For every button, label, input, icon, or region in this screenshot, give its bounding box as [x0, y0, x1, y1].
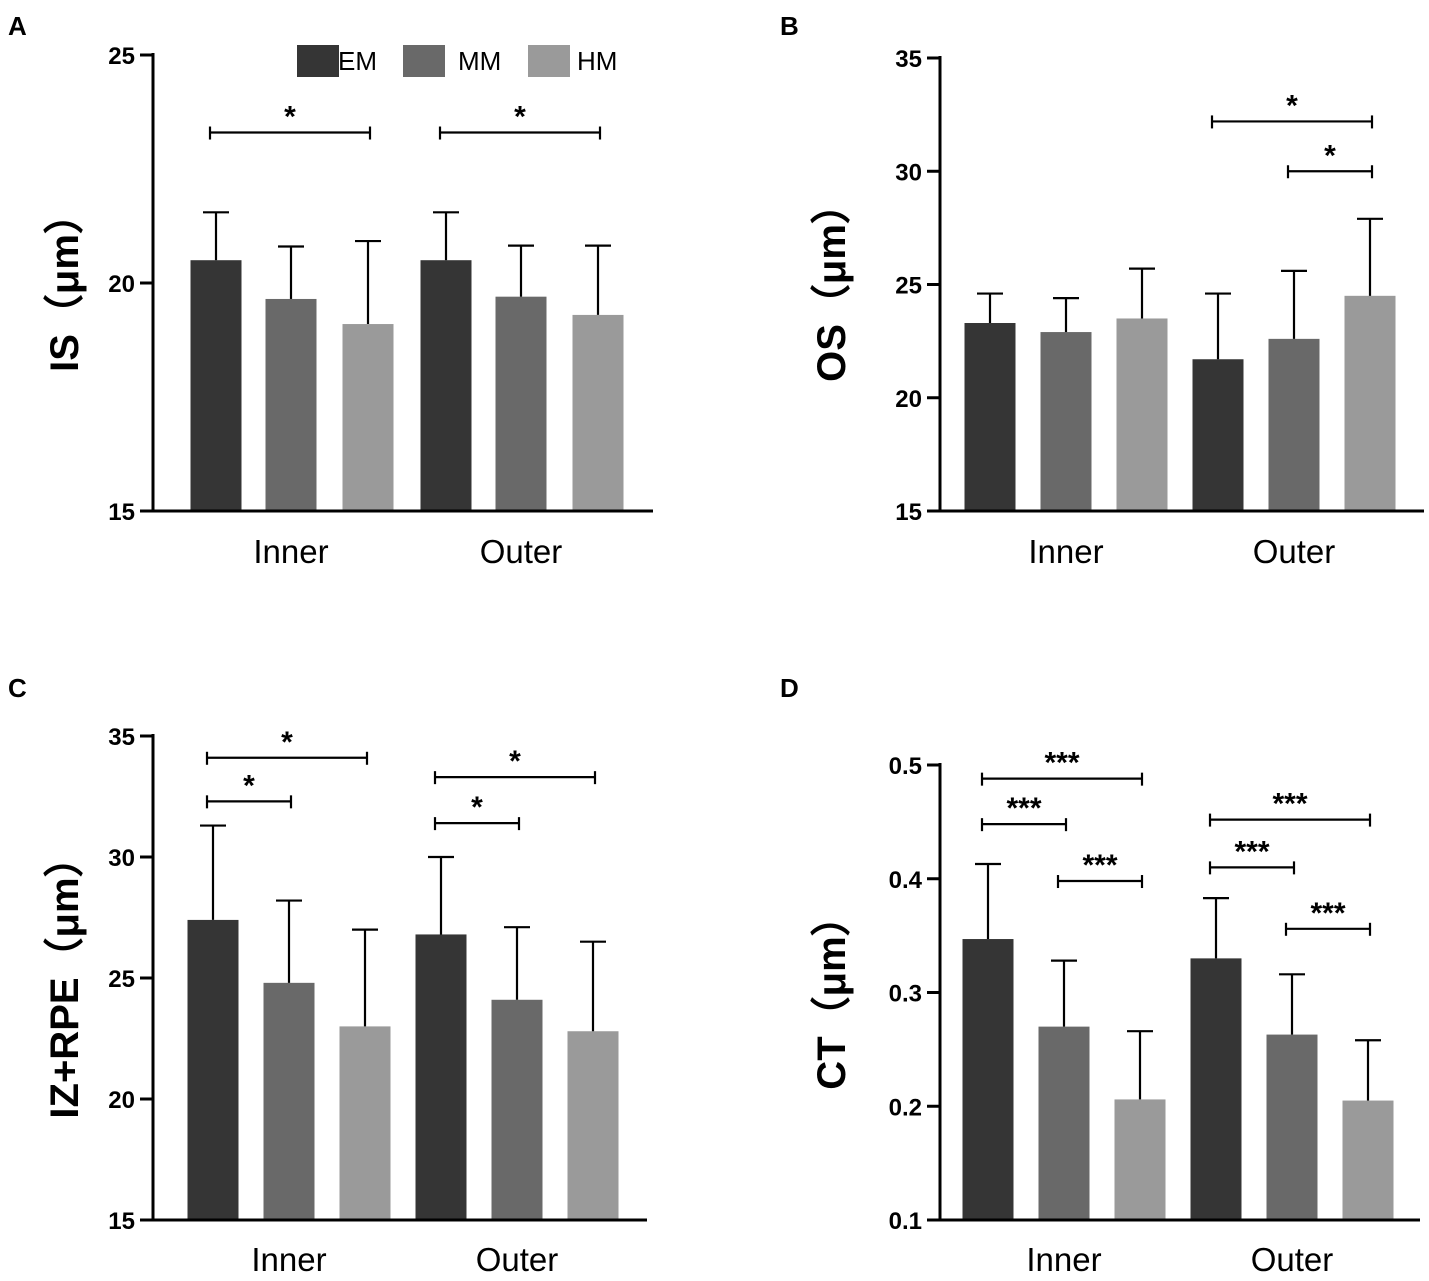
- panel-b-bar-mm-outer: [1268, 338, 1320, 511]
- panel-a-sig-label: *: [284, 101, 296, 134]
- panel-a-bar-hm-outer: [572, 314, 624, 511]
- panel-c-y-axis-title: IZ+RPE（μm）: [43, 837, 87, 1118]
- legend-label-mm: MM: [458, 46, 501, 76]
- panel-a-bar-em-outer: [420, 260, 472, 511]
- panel-a-bar-mm-outer: [495, 296, 547, 511]
- panel-c-letter: C: [8, 673, 27, 703]
- panel-b-y-tick-label: 25: [895, 273, 922, 300]
- panel-d-letter: D: [780, 673, 799, 703]
- panel-a: A 15 20 25 Inner Outer IS（μm） * *: [8, 11, 653, 570]
- panel-a-y-tick-label: 15: [108, 499, 135, 526]
- panel-b-bar-hm-outer: [1344, 295, 1396, 511]
- panel-a-bar-hm-inner: [342, 324, 394, 511]
- panel-a-y-tick-label: 20: [108, 271, 135, 298]
- panel-b: B 15 20 25 30 35 Inner Outer OS（μm） * *: [780, 11, 1424, 570]
- panel-a-y-tick-label: 25: [108, 43, 135, 70]
- panel-a-letter: A: [8, 11, 27, 41]
- panel-c-sig-label: *: [281, 726, 293, 759]
- panel-b-y-tick-label: 20: [895, 386, 922, 413]
- panel-c-bar-em-outer: [415, 934, 467, 1220]
- panel-d-category-label: Inner: [1026, 1241, 1101, 1278]
- panel-c-bar-em-inner: [187, 919, 239, 1220]
- panel-d-category-label: Outer: [1251, 1241, 1334, 1278]
- panel-b-y-axis-title: OS（μm）: [810, 184, 854, 382]
- panel-b-y-tick-label: 35: [895, 46, 922, 73]
- panel-b-bar-mm-inner: [1040, 332, 1092, 511]
- panel-d-bar-mm-outer: [1266, 1034, 1318, 1220]
- panel-c-y-tick-label: 20: [108, 1087, 135, 1114]
- panel-b-bar-em-outer: [1192, 359, 1244, 511]
- panel-b-bar-em-inner: [964, 323, 1016, 511]
- panel-c-y-tick-label: 35: [108, 724, 135, 751]
- panel-d-y-tick-label: 0.3: [889, 981, 922, 1008]
- panel-c: C 15 20 25 30 35 Inner Outer IZ+RPE（μm） * * * *: [8, 673, 647, 1278]
- panel-c-bar-hm-inner: [339, 1026, 391, 1220]
- panel-b-y-tick-label: 15: [895, 499, 922, 526]
- panel-c-y-tick-label: 30: [108, 845, 135, 872]
- panel-a-bar-mm-inner: [265, 298, 317, 511]
- panel-c-category-label: Outer: [476, 1241, 559, 1278]
- panel-b-sig-label: *: [1286, 89, 1298, 122]
- panel-d-bar-hm-inner: [1114, 1099, 1166, 1220]
- panel-b-category-label: Outer: [1253, 533, 1336, 570]
- panel-d-sig-label: ***: [1310, 897, 1345, 930]
- panel-d-sig-label: ***: [1082, 849, 1117, 882]
- panel-d-bar-em-inner: [962, 939, 1014, 1220]
- panel-d-y-tick-label: 0.1: [889, 1208, 922, 1235]
- panel-c-sig-label: *: [471, 791, 483, 824]
- panel-c-bar-hm-outer: [567, 1031, 619, 1220]
- panel-d-sig-label: ***: [1272, 788, 1307, 821]
- legend-swatch-mm: [403, 45, 445, 77]
- panel-d-sig-label: ***: [1234, 835, 1269, 868]
- panel-c-category-label: Inner: [251, 1241, 326, 1278]
- panel-d-y-tick-label: 0.5: [889, 753, 922, 780]
- panel-d-sig-label: ***: [1044, 747, 1079, 780]
- panel-c-bar-mm-inner: [263, 982, 315, 1220]
- legend: EM MM HM: [297, 45, 617, 77]
- legend-swatch-em: [297, 45, 339, 77]
- panel-a-category-label: Inner: [253, 533, 328, 570]
- panel-d-sig-label: ***: [1006, 792, 1041, 825]
- panel-b-letter: B: [780, 11, 799, 41]
- panel-b-category-label: Inner: [1028, 533, 1103, 570]
- panel-a-sig-label: *: [514, 101, 526, 134]
- panel-c-y-tick-label: 25: [108, 966, 135, 993]
- panel-b-sig-label: *: [1324, 139, 1336, 172]
- panel-c-sig-label: *: [243, 769, 255, 802]
- panel-a-category-label: Outer: [480, 533, 563, 570]
- legend-label-em: EM: [338, 46, 377, 76]
- panel-a-bar-em-inner: [190, 260, 242, 511]
- legend-swatch-hm: [528, 45, 570, 77]
- panel-d-y-tick-label: 0.2: [889, 1094, 922, 1121]
- panel-a-y-axis-title: IS（μm）: [43, 194, 87, 372]
- panel-c-sig-label: *: [509, 745, 521, 778]
- panel-d-bar-hm-outer: [1342, 1100, 1394, 1220]
- panel-d-y-axis-title: CT（μm）: [810, 896, 854, 1089]
- legend-label-hm: HM: [577, 46, 617, 76]
- panel-b-bar-hm-inner: [1116, 318, 1168, 511]
- panel-c-bar-mm-outer: [491, 999, 543, 1220]
- panel-d-bar-mm-inner: [1038, 1026, 1090, 1220]
- panel-b-y-tick-label: 30: [895, 159, 922, 186]
- panel-d-bar-em-outer: [1190, 958, 1242, 1220]
- panel-d-y-tick-label: 0.4: [889, 867, 923, 894]
- panel-c-y-tick-label: 15: [108, 1208, 135, 1235]
